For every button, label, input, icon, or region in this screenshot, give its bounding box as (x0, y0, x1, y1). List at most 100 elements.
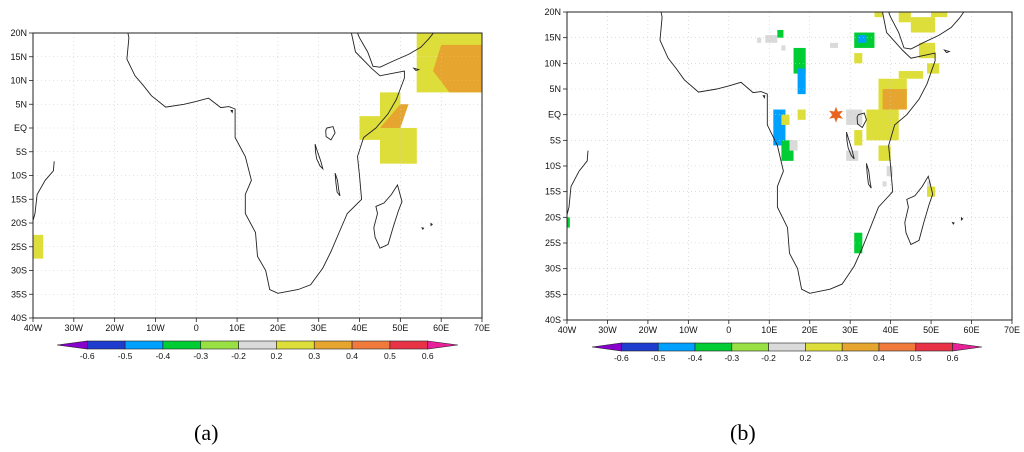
anomaly-cell (765, 35, 778, 43)
colorbar-box (351, 340, 391, 350)
map-a: 40W 30W 20W 10W 0 10E 20E 30E 40E 50E 60E 70E 20N 15N… (10, 28, 490, 361)
x-tick-label: 20W (105, 323, 124, 333)
anomaly-cell (777, 29, 784, 38)
anomaly-cell (898, 12, 911, 23)
coastline (421, 227, 425, 230)
axis-ticks: 40W 30W 20W 10W 0 10E 20E 30E 40E 50E 60E 70E 20N 15N… (10, 28, 490, 333)
y-tick-label: 15N (10, 52, 27, 62)
colorbar-box (731, 342, 769, 352)
x-tick-label: 60E (433, 323, 449, 333)
coastline (230, 109, 234, 114)
x-tick-label: 10E (761, 325, 777, 335)
y-tick-label: 35S (11, 289, 27, 299)
colorbar-label: -0.6 (80, 351, 95, 361)
x-tick-label: 20W (639, 325, 658, 335)
colorbar-label: -0.5 (651, 353, 666, 363)
colorbar-label: -0.3 (724, 353, 739, 363)
colorbar-tip-positive (427, 340, 459, 350)
anomaly-cell (567, 217, 570, 228)
colorbar-box (878, 342, 917, 352)
colorbar-label: -0.6 (614, 353, 629, 363)
x-tick-label: 20E (270, 323, 286, 333)
coastline (659, 12, 936, 294)
anomaly-cell (898, 71, 923, 79)
colorbar-box (841, 342, 880, 352)
anomaly-cell (878, 145, 891, 161)
coastlines (567, 12, 965, 294)
colorbar-label: -0.5 (118, 351, 133, 361)
anomaly-cell (927, 181, 932, 187)
x-tick-label: 0 (194, 323, 199, 333)
anomaly-cell (882, 181, 887, 187)
y-tick-label: 20N (544, 7, 561, 17)
graticule (33, 33, 482, 318)
colorbar-label: 0.3 (308, 351, 320, 361)
anomaly-cell (910, 17, 936, 33)
panel-a: 40W 30W 20W 10W 0 10E 20E 30E 40E 50E 60E 70E 20N 15N… (10, 28, 490, 445)
colorbar-label: -0.4 (688, 353, 703, 363)
x-tick-label: 0 (726, 325, 731, 335)
colorbar-box (657, 342, 696, 352)
colorbar-box (200, 340, 239, 350)
y-tick-label: 40S (11, 313, 27, 323)
coastline (430, 222, 433, 227)
colorbar-label: 0.6 (422, 351, 434, 361)
y-tick-label: 5N (15, 99, 27, 109)
colorbar: -0.6 -0.5 -0.4 -0.3 -0.2 0.2 0.3 0.4 0.5 0.6 (56, 340, 459, 361)
y-tick-label: 10N (10, 76, 27, 86)
x-tick-label: 50E (392, 323, 408, 333)
x-tick-label: 20E (802, 325, 818, 335)
y-tick-label: 35S (545, 289, 561, 299)
colorbar-box (124, 340, 164, 350)
x-tick-label: 30E (842, 325, 858, 335)
x-tick-label: 30E (311, 323, 327, 333)
colorbar-box (621, 342, 659, 352)
coastline (846, 131, 855, 160)
colorbar-box (276, 340, 315, 350)
colorbar-label: -0.4 (156, 351, 171, 361)
x-tick-label: 10E (229, 323, 245, 333)
coastline (856, 112, 867, 129)
anomaly-cell (33, 234, 44, 259)
colorbar-box (768, 342, 806, 352)
x-tick-label: 10W (146, 323, 165, 333)
colorbar-label: 0.5 (910, 353, 922, 363)
anomaly-cell (886, 166, 893, 177)
x-tick-label: 30W (598, 325, 617, 335)
y-tick-label: 10S (11, 171, 27, 181)
y-tick-label: 10N (544, 58, 561, 68)
coastline (334, 172, 341, 197)
x-tick-label: 60E (964, 325, 980, 335)
colorbar-label: -0.3 (193, 351, 208, 361)
anomaly-cell (781, 45, 786, 51)
y-tick-label: 30S (545, 264, 561, 274)
anomaly-cell (854, 232, 863, 254)
y-tick-label: 15N (544, 33, 561, 43)
coastline (412, 67, 421, 72)
colorbar-box (162, 340, 202, 350)
colorbar-box (389, 340, 429, 350)
y-tick-label: 25S (545, 238, 561, 248)
x-tick-label: 50E (923, 325, 939, 335)
coastline (356, 33, 434, 68)
x-tick-label: 70E (1004, 325, 1020, 335)
y-tick-label: 5S (16, 147, 27, 157)
x-tick-label: 70E (474, 323, 490, 333)
coastline (904, 175, 934, 246)
panel-b: 40W 30W 20W 10W 0 10E 20E 30E 40E 50E 60E 70E 20N 15N… (512, 0, 1024, 452)
colorbar-label: 0.2 (799, 353, 811, 363)
colorbar-box (86, 340, 126, 350)
x-tick-label: 40W (24, 323, 43, 333)
colorbar-label: 0.4 (346, 351, 358, 361)
coastline (960, 216, 964, 221)
anomaly-cell (854, 130, 863, 146)
colorbar-label: 0.3 (836, 353, 848, 363)
x-tick-label: 40E (883, 325, 899, 335)
colorbar-box (313, 340, 353, 350)
anomaly-cell (400, 128, 417, 164)
panel-label-a: (a) (194, 420, 219, 445)
anomaly-region (379, 104, 409, 128)
y-tick-label: 25S (11, 242, 27, 252)
y-tick-label: 30S (11, 266, 27, 276)
colorbar-tip-negative (591, 342, 622, 352)
